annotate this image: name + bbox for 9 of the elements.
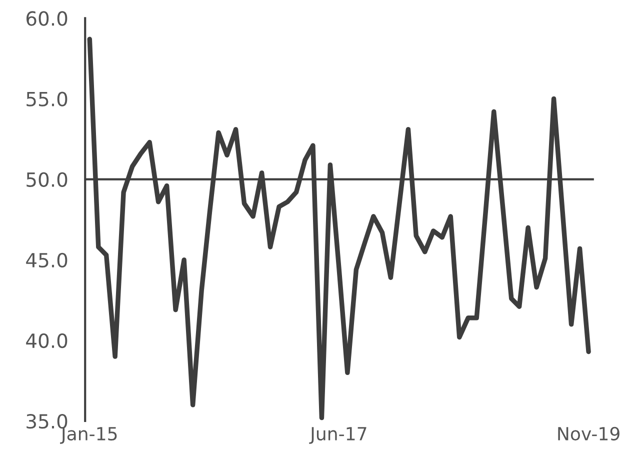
- y-tick-label: 45.0: [26, 252, 68, 268]
- x-tick-label: Nov-19: [558, 426, 620, 441]
- y-tick-label: 40.0: [26, 333, 68, 348]
- x-tick-label: Jun-17: [309, 427, 366, 444]
- y-tick-label: 35.0: [26, 414, 68, 429]
- y-tick-label: 50.0: [26, 172, 68, 187]
- y-tick-label: 55.0: [26, 92, 68, 106]
- x-tick-label: Jan-15: [60, 427, 117, 444]
- y-tick-label: 60.0: [26, 11, 68, 26]
